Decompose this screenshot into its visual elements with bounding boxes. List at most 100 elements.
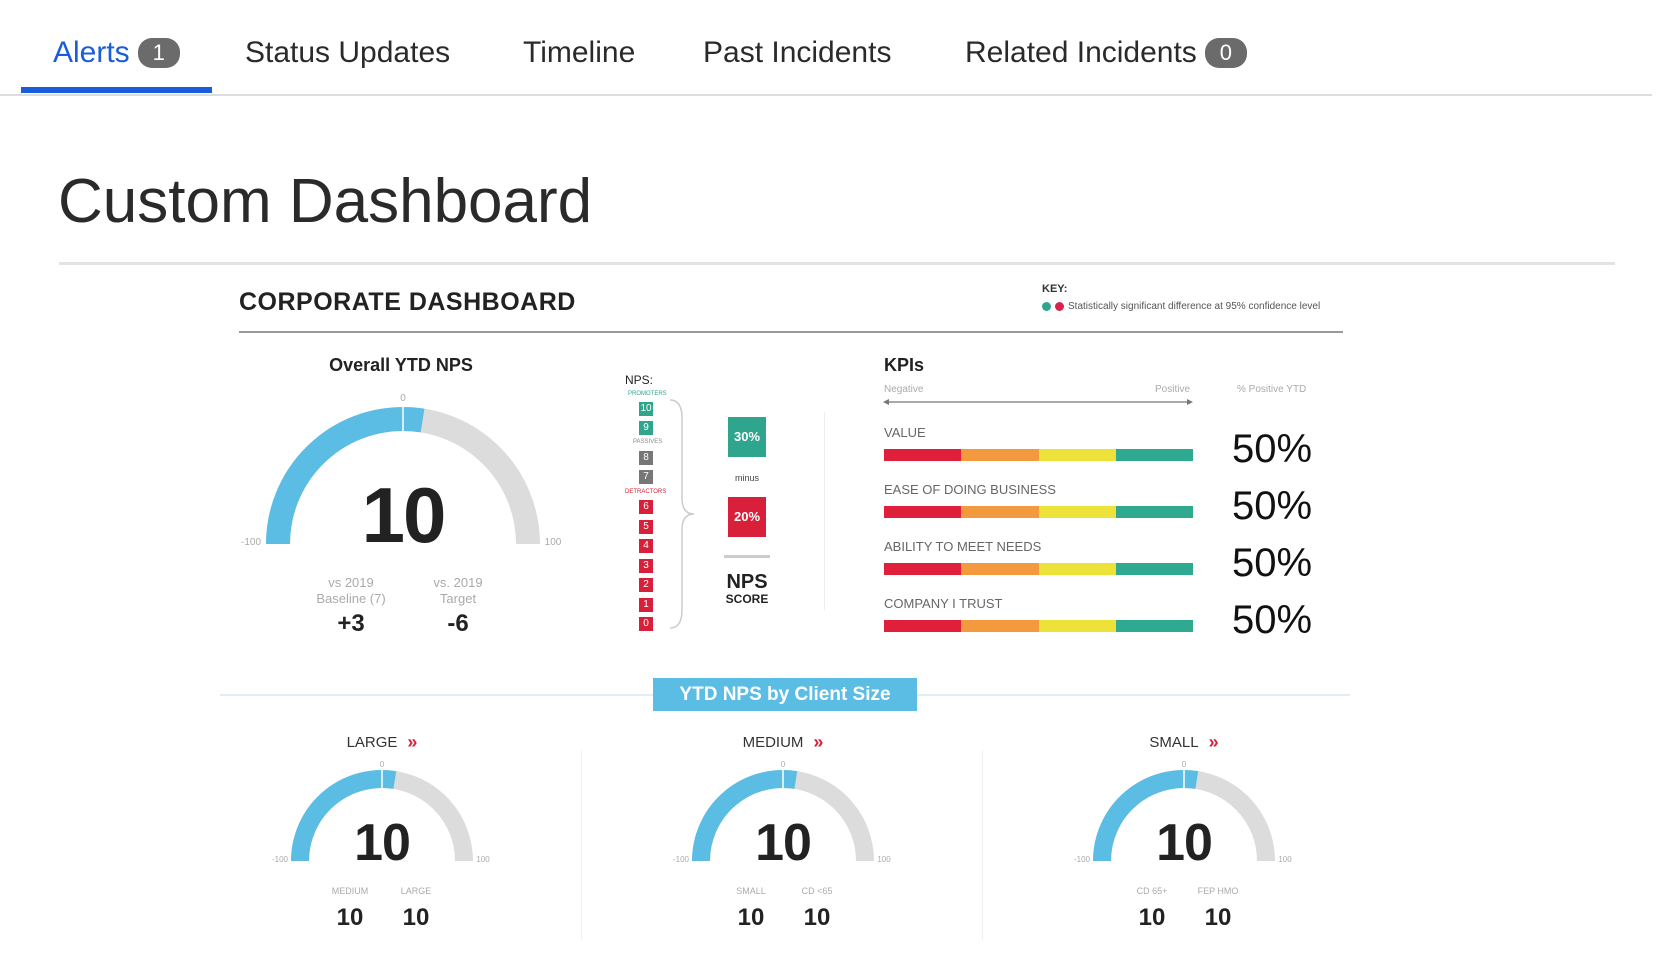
sub-segment-label: FEP HMO <box>1197 886 1239 896</box>
gauge-min-label: -100 <box>271 855 289 864</box>
chevron-right-icon[interactable]: » <box>813 732 824 752</box>
related-count-badge: 0 <box>1204 38 1247 68</box>
kpi-bar-segment <box>1038 563 1116 575</box>
segment-value: 10 <box>354 814 411 872</box>
comparison-target-value: -6 <box>447 610 469 637</box>
kpi-label: VALUE <box>884 425 926 440</box>
sub-segment-label: CD 65+ <box>1136 886 1168 896</box>
nps-score-label: NPS SCORE <box>726 572 769 606</box>
label-line: Target <box>439 591 477 606</box>
minus-label: minus <box>734 473 760 483</box>
nps-score-box: 1 <box>639 597 653 612</box>
kpi-bar-segment <box>961 563 1039 575</box>
comparison-baseline-label: vs 2019 Baseline (7) <box>316 575 385 607</box>
tab-status-updates[interactable]: Status Updates <box>245 36 450 70</box>
kpis-title: KPIs <box>884 355 925 375</box>
nps-scale-label: NPS: <box>625 373 654 387</box>
tab-past-incidents[interactable]: Past Incidents <box>703 36 891 70</box>
tab-label: Related Incidents <box>965 36 1197 69</box>
gauge-max-label: 100 <box>544 537 562 548</box>
positive-label: Positive <box>1155 384 1191 395</box>
gauge-mid-label: 0 <box>1181 760 1187 769</box>
kpi-percent: 50% <box>1232 598 1313 642</box>
kpi-bar-segment <box>1038 506 1116 518</box>
nps-score-box: 2 <box>639 578 653 592</box>
sub-segment-value: 10 <box>336 904 364 931</box>
kpi-scale-bar <box>884 506 1193 518</box>
tab-timeline[interactable]: Timeline <box>523 36 635 70</box>
gauge-mid-label: 0 <box>780 760 786 769</box>
segment-gauge-fill <box>1093 770 1199 862</box>
kpi-bar-segment <box>884 620 962 632</box>
kpi-bar-segment <box>884 563 962 575</box>
segment-value: 10 <box>755 814 812 872</box>
kpi-bar-segment <box>1115 620 1193 632</box>
positive-significance-icon <box>1042 302 1051 311</box>
tab-alerts[interactable]: Alerts 1 <box>53 36 180 70</box>
dashboard-title: CORPORATE DASHBOARD <box>239 288 576 316</box>
sub-segment-value: 10 <box>1204 904 1232 931</box>
nps-score-box: 5 <box>639 519 653 534</box>
gauge-max-label: 100 <box>877 855 891 864</box>
key-legend: Statistically significant difference at … <box>1042 301 1320 312</box>
section-divider <box>824 412 825 610</box>
overall-gauge-fill <box>266 407 425 545</box>
kpi-scale-bar <box>884 449 1193 461</box>
kpi-label: EASE OF DOING BUSINESS <box>884 482 1056 497</box>
kpi-bar-segment <box>1115 449 1193 461</box>
kpi-bar-segment <box>884 506 962 518</box>
gauge-min-label: -100 <box>672 855 690 864</box>
sub-segment-value: 10 <box>803 904 831 931</box>
sub-segment-label: MEDIUM <box>331 886 369 896</box>
nps-score-box: 4 <box>639 539 653 553</box>
chevron-right-icon[interactable]: » <box>407 732 418 752</box>
nps-score-box: 8 <box>639 451 653 465</box>
page-title: Custom Dashboard <box>58 167 593 236</box>
overall-nps-title: Overall YTD NPS <box>329 355 473 375</box>
brace-icon <box>669 399 695 629</box>
segment-header: SMALL » <box>1149 732 1218 753</box>
nps-score-box: 7 <box>639 470 653 484</box>
sub-segment-value: 10 <box>402 904 430 931</box>
detractor-percent: 20% <box>728 497 766 537</box>
segment-label: MEDIUM <box>742 734 804 751</box>
promoters-label: PROMOTERS <box>628 391 667 397</box>
kpi-scale-bar <box>884 563 1193 575</box>
sub-segment-value: 10 <box>737 904 765 931</box>
gauge-mid-label: 0 <box>400 393 406 404</box>
kpi-bar-segment <box>884 449 962 461</box>
column-divider <box>982 750 983 940</box>
kpi-scale-bar <box>884 620 1193 632</box>
kpi-label: ABILITY TO MEET NEEDS <box>884 539 1042 554</box>
comparison-target-label: vs. 2019 Target <box>433 575 482 607</box>
segment-gauge-fill <box>692 770 798 862</box>
alerts-count-badge: 1 <box>137 38 180 68</box>
negative-label: Negative <box>884 384 924 395</box>
segment-gauge-fill <box>291 770 397 862</box>
label-line: Baseline (7) <box>316 591 386 606</box>
tab-label: Timeline <box>523 36 636 69</box>
dashboard-title-rule <box>239 331 1343 333</box>
tab-related-incidents[interactable]: Related Incidents 0 <box>965 36 1247 70</box>
label-line: vs 2019 <box>328 575 374 590</box>
pct-positive-header: % Positive YTD <box>1237 384 1307 395</box>
chevron-right-icon[interactable]: » <box>1208 732 1219 752</box>
kpi-bar-segment <box>961 449 1039 461</box>
gauge-max-label: 100 <box>1278 855 1292 864</box>
nps-score-box: 9 <box>639 421 653 435</box>
kpi-percent: 50% <box>1232 541 1313 585</box>
nps-score-box: 0 <box>639 617 653 631</box>
promoter-percent: 30% <box>728 417 766 457</box>
negative-significance-icon <box>1055 302 1064 311</box>
segment-label: LARGE <box>346 734 398 751</box>
kpi-bar-segment <box>1115 563 1193 575</box>
key-text: Statistically significant difference at … <box>1068 301 1321 312</box>
nps-score-box: 10 <box>639 402 653 416</box>
tab-label: Alerts <box>53 36 130 69</box>
title-divider <box>59 262 1615 265</box>
comparison-baseline-value: +3 <box>337 610 365 637</box>
